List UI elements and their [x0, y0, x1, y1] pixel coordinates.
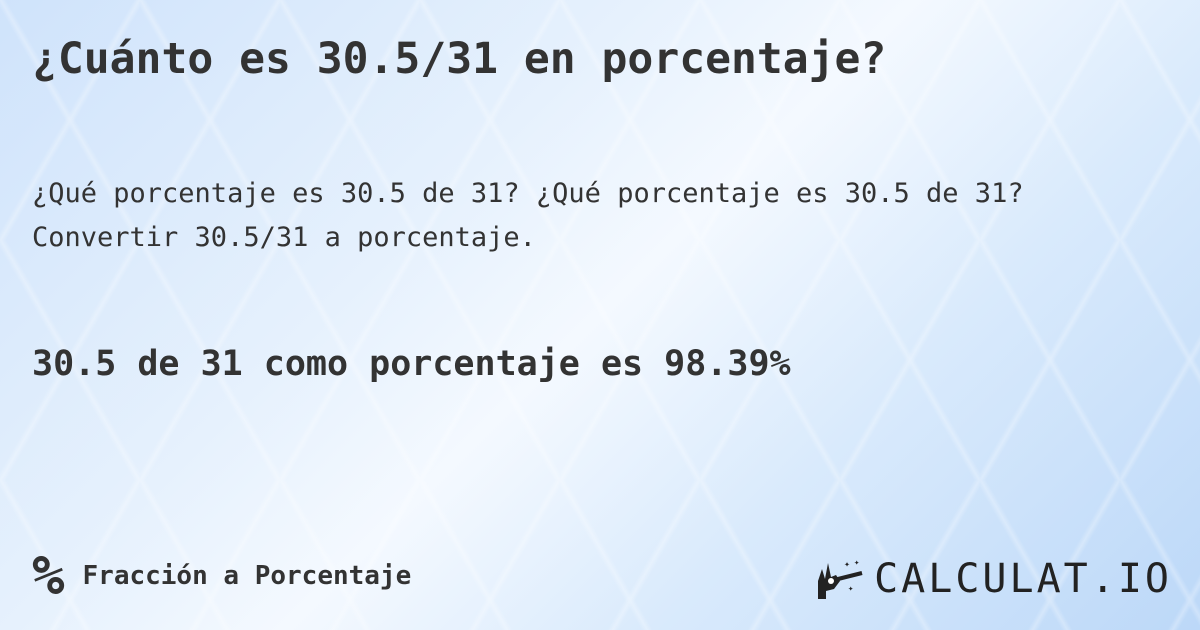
percent-icon: %: [32, 544, 65, 607]
svg-text:✦: ✦: [854, 558, 860, 568]
page-title: ¿Cuánto es 30.5/31 en porcentaje?: [32, 34, 887, 84]
answer-text: 30.5 de 31 como porcentaje es 98.39%: [32, 344, 791, 384]
logo[interactable]: ✦ ✦ ✦ CALCULAT.IO: [814, 555, 1172, 603]
svg-text:✦: ✦: [844, 559, 850, 570]
logo-text: CALCULAT.IO: [874, 556, 1172, 602]
category-label: Fracción a Porcentaje: [82, 561, 412, 591]
svg-text:✦: ✦: [848, 584, 854, 594]
description: ¿Qué porcentaje es 30.5 de 31? ¿Qué porc…: [32, 178, 1024, 253]
magic-hand-wand-icon: ✦ ✦ ✦: [818, 558, 863, 599]
category-link[interactable]: % Fracción a Porcentaje: [32, 548, 411, 604]
